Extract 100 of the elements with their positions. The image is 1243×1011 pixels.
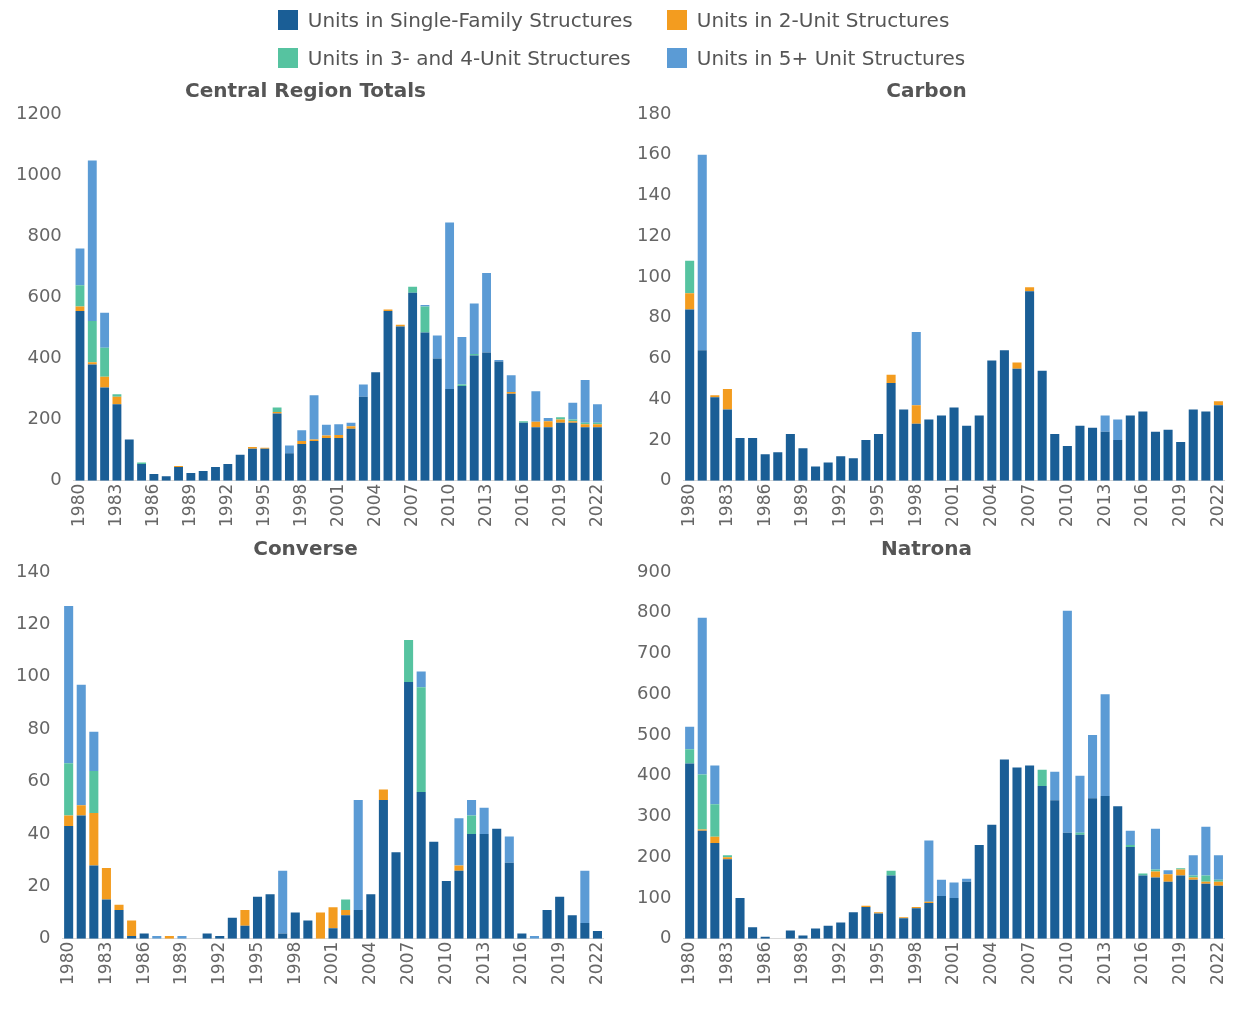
y-tick-label: 20 xyxy=(27,874,51,896)
y-tick-label: 40 xyxy=(648,386,672,408)
x-tick-label: 2004 xyxy=(359,941,380,985)
x-tick-label: 1992 xyxy=(829,941,850,985)
y-tick-label: 800 xyxy=(637,600,672,622)
x-tick-label: 2007 xyxy=(1018,483,1039,527)
chart-title: Natrona xyxy=(880,536,973,561)
y-tick-label: 200 xyxy=(637,844,672,866)
x-tick-label: 2007 xyxy=(1018,941,1039,985)
legend-label: Units in 3- and 4-Unit Structures xyxy=(307,46,631,70)
x-tick-label: 2010 xyxy=(1055,941,1076,985)
y-tick-label: 0 xyxy=(50,468,62,490)
x-tick-label: 2016 xyxy=(1131,941,1152,985)
x-tick-label: 1980 xyxy=(678,941,699,985)
x-tick-label: 1998 xyxy=(904,483,925,527)
x-tick-label: 2013 xyxy=(472,941,493,985)
x-tick-label: 2004 xyxy=(980,941,1001,985)
y-tick-label: 900 xyxy=(637,559,672,581)
y-tick-label: 800 xyxy=(27,223,62,245)
x-tick-label: 2001 xyxy=(327,483,348,527)
x-tick-label: 1992 xyxy=(208,941,229,985)
x-tick-label: 1983 xyxy=(94,941,115,985)
y-tick-label: 500 xyxy=(637,722,672,744)
y-tick-label: 100 xyxy=(16,664,51,686)
y-tick-label: 140 xyxy=(16,559,51,581)
x-tick-label: 2022 xyxy=(585,941,606,985)
chart-title: Central Region Totals xyxy=(185,78,426,103)
y-tick-label: 100 xyxy=(637,264,672,286)
y-tick-label: 80 xyxy=(27,716,51,738)
legend-label: Units in 5+ Unit Structures xyxy=(696,46,966,70)
x-tick-label: 2013 xyxy=(474,483,495,527)
y-tick-label: 120 xyxy=(16,612,51,634)
x-tick-label: 2007 xyxy=(397,941,418,985)
x-tick-label: 2013 xyxy=(1093,941,1114,985)
x-tick-label: 1986 xyxy=(132,941,153,985)
x-tick-label: 2019 xyxy=(548,483,569,527)
y-tick-label: 120 xyxy=(637,223,672,245)
x-tick-label: 2019 xyxy=(1169,483,1190,527)
y-tick-label: 700 xyxy=(637,641,672,663)
y-tick-label: 180 xyxy=(637,101,672,123)
x-tick-label: 2001 xyxy=(321,941,342,985)
x-tick-label: 1998 xyxy=(283,941,304,985)
x-tick-label: 1989 xyxy=(791,483,812,527)
y-tick-label: 60 xyxy=(27,769,51,791)
x-tick-label: 2004 xyxy=(980,483,1001,527)
x-tick-label: 2019 xyxy=(548,941,569,985)
x-tick-label: 2022 xyxy=(1206,483,1227,527)
x-tick-label: 1989 xyxy=(170,941,191,985)
legend-label: Units in Single-Family Structures xyxy=(307,8,633,32)
x-tick-label: 1995 xyxy=(245,941,266,985)
x-tick-label: 1995 xyxy=(866,941,887,985)
x-tick-label: 2016 xyxy=(510,941,531,985)
x-tick-label: 1992 xyxy=(829,483,850,527)
x-tick-label: 2016 xyxy=(511,483,532,527)
x-tick-label: 1983 xyxy=(715,941,736,985)
legend-label: Units in 2-Unit Structures xyxy=(696,8,950,32)
y-tick-label: 1000 xyxy=(16,162,62,184)
chart-title: Converse xyxy=(253,536,358,561)
x-tick-label: 1986 xyxy=(142,483,163,527)
x-tick-label: 2001 xyxy=(942,941,963,985)
y-tick-label: 140 xyxy=(637,183,672,205)
y-tick-label: 600 xyxy=(637,681,672,703)
y-tick-label: 600 xyxy=(27,285,62,307)
x-tick-label: 1986 xyxy=(753,483,774,527)
x-tick-label: 1980 xyxy=(68,483,89,527)
x-tick-label: 1983 xyxy=(715,483,736,527)
x-tick-label: 1998 xyxy=(904,941,925,985)
y-tick-label: 100 xyxy=(637,885,672,907)
x-tick-label: 2016 xyxy=(1131,483,1152,527)
x-tick-label: 1980 xyxy=(57,941,78,985)
x-tick-label: 2022 xyxy=(585,483,606,527)
y-tick-label: 20 xyxy=(648,427,672,449)
x-tick-label: 2013 xyxy=(1093,483,1114,527)
x-tick-label: 1986 xyxy=(753,941,774,985)
x-tick-label: 1989 xyxy=(791,941,812,985)
x-tick-label: 1995 xyxy=(253,483,274,527)
y-tick-label: 160 xyxy=(637,142,672,164)
x-tick-label: 1998 xyxy=(290,483,311,527)
x-tick-label: 2019 xyxy=(1169,941,1190,985)
y-tick-label: 400 xyxy=(637,763,672,785)
y-tick-label: 1200 xyxy=(16,101,62,123)
x-tick-label: 2007 xyxy=(401,483,422,527)
x-tick-label: 2010 xyxy=(1055,483,1076,527)
x-tick-label: 1980 xyxy=(678,483,699,527)
x-tick-label: 1989 xyxy=(179,483,200,527)
x-tick-label: 2001 xyxy=(942,483,963,527)
x-tick-label: 2010 xyxy=(438,483,459,527)
y-tick-label: 0 xyxy=(38,926,51,948)
x-tick-label: 2010 xyxy=(434,941,455,985)
chart-title: Carbon xyxy=(886,78,967,103)
y-tick-label: 0 xyxy=(659,926,672,948)
y-tick-label: 400 xyxy=(27,346,62,368)
x-tick-label: 2022 xyxy=(1206,941,1227,985)
y-tick-label: 200 xyxy=(27,407,62,429)
y-tick-label: 80 xyxy=(648,305,672,327)
x-tick-label: 1983 xyxy=(105,483,126,527)
x-tick-label: 2004 xyxy=(364,483,385,527)
y-tick-label: 40 xyxy=(27,821,51,843)
y-tick-label: 60 xyxy=(648,346,672,368)
y-tick-label: 300 xyxy=(637,804,672,826)
